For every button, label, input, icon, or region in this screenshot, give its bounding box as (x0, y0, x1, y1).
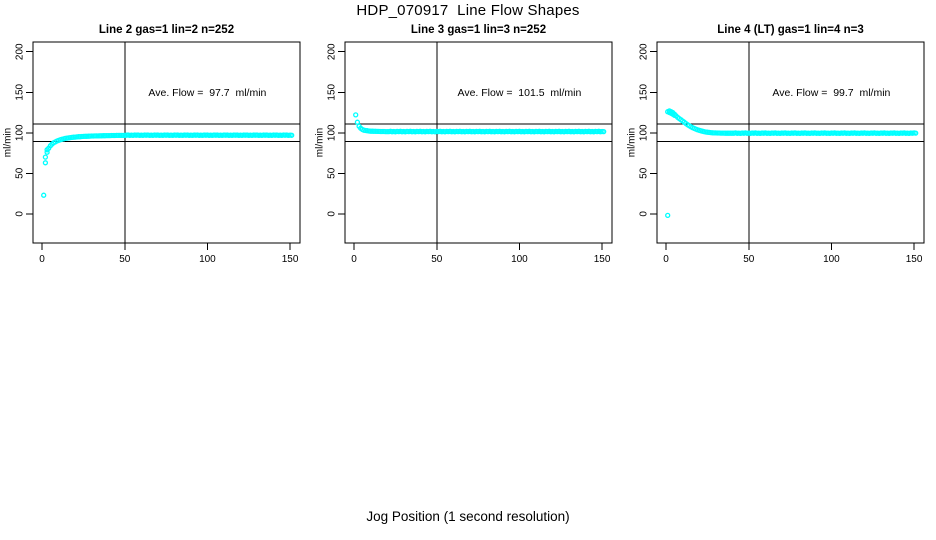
chart-panel-line-3: 0 50 100 150 0 50 100 150 200 ml/min Line 3 gas=1 … (315, 24, 613, 265)
x-tick-label: 100 (511, 254, 528, 265)
data-points (41, 132, 295, 198)
ave-flow-annotation: Ave. Flow = 101.5 ml/min (458, 87, 582, 99)
x-tick-label: 100 (823, 254, 840, 265)
data-point (41, 192, 47, 198)
data-points (665, 108, 919, 219)
y-tick-label: 100 (639, 124, 650, 141)
y-axis-title: ml/min (3, 128, 14, 157)
data-point (601, 128, 607, 135)
y-tick-label: 0 (639, 211, 650, 217)
y-tick-label: 200 (327, 43, 338, 60)
panel-title: Line 4 (LT) gas=1 lin=4 n=3 (717, 24, 863, 36)
y-tick-label: 200 (639, 43, 650, 60)
y-tick-label: 50 (15, 167, 26, 179)
axis-labels: 0 50 100 150 0 50 100 150 200 ml/min (627, 43, 923, 265)
plot-box (32, 41, 301, 244)
y-tick-label: 150 (327, 83, 338, 100)
data-point (353, 112, 359, 118)
y-tick-label: 50 (639, 167, 650, 179)
x-tick-label: 50 (743, 254, 755, 265)
ave-flow-annotation: Ave. Flow = 97.7 ml/min (148, 87, 266, 99)
x-tick-label: 0 (351, 254, 357, 265)
chart-panel-line-2: 0 50 100 150 0 50 100 150 200 ml/min Line 2 gas=1 … (3, 24, 301, 265)
figure-title: HDP_070917 Line Flow Shapes (356, 2, 580, 19)
ave-flow-annotation: Ave. Flow = 99.7 ml/min (772, 87, 890, 99)
x-tick-label: 100 (199, 254, 216, 265)
panel-title: Line 2 gas=1 lin=2 n=252 (99, 24, 234, 36)
y-tick-label: 100 (15, 124, 26, 141)
axis-labels: 0 50 100 150 0 50 100 150 200 ml/min (315, 43, 611, 265)
data-point (42, 154, 49, 160)
y-tick-label: 50 (327, 167, 338, 179)
x-tick-label: 0 (39, 254, 45, 265)
plot-box (344, 41, 613, 244)
data-point (354, 119, 361, 125)
data-points (353, 112, 607, 135)
y-tick-label: 0 (327, 211, 338, 217)
y-tick-label: 150 (639, 83, 650, 100)
plot-box (656, 41, 925, 244)
data-point (42, 160, 49, 166)
y-tick-label: 200 (15, 43, 26, 60)
y-axis-title: ml/min (315, 128, 326, 157)
x-tick-label: 150 (594, 254, 611, 265)
y-tick-label: 150 (15, 83, 26, 100)
x-tick-label: 50 (119, 254, 131, 265)
axes-and-reference-lines (26, 41, 301, 250)
panel-title: Line 3 gas=1 lin=3 n=252 (411, 24, 546, 36)
axis-labels: 0 50 100 150 0 50 100 150 200 ml/min (3, 43, 299, 265)
data-point (289, 132, 295, 138)
chart-panel-line-4: 0 50 100 150 0 50 100 150 200 ml/min Line 4 (LT) g… (627, 24, 925, 265)
panels-row: 0 50 100 150 0 50 100 150 200 ml/min Line 2 gas=1 … (3, 24, 925, 265)
axes-and-reference-lines (650, 41, 925, 250)
data-point (665, 212, 671, 219)
x-tick-label: 150 (906, 254, 923, 265)
y-axis-title: ml/min (627, 128, 638, 157)
x-tick-label: 0 (663, 254, 669, 265)
x-tick-label: 50 (431, 254, 443, 265)
axes-and-reference-lines (338, 41, 613, 250)
x-tick-label: 150 (282, 254, 299, 265)
y-tick-label: 100 (327, 124, 338, 141)
data-point (913, 130, 919, 136)
x-axis-label: Jog Position (1 second resolution) (366, 509, 570, 524)
y-tick-label: 0 (15, 211, 26, 217)
